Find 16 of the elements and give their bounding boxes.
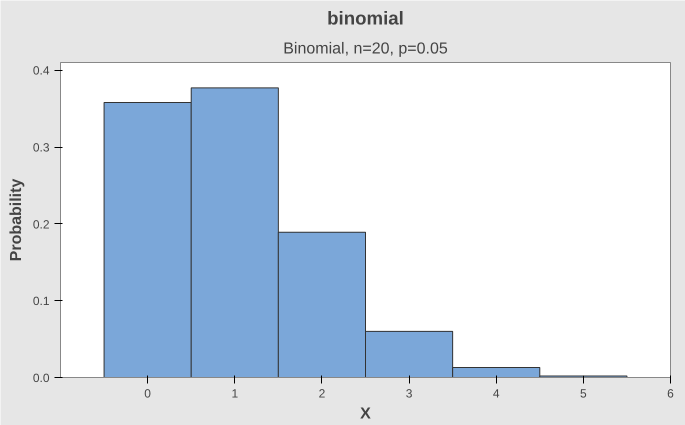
y-tick-label: 0.2 bbox=[32, 217, 50, 232]
y-tick-label: 0.1 bbox=[32, 294, 50, 308]
x-tick-label: 0 bbox=[144, 386, 152, 400]
y-tick-label: 0.3 bbox=[32, 140, 50, 155]
x-axis-title: X bbox=[360, 406, 372, 422]
y-axis-title: Probability bbox=[8, 178, 25, 262]
x-tick-label: 5 bbox=[580, 386, 588, 400]
x-tick-label: 6 bbox=[667, 386, 674, 400]
x-tick-label: 1 bbox=[231, 386, 238, 400]
y-tick-label: 0.0 bbox=[32, 371, 50, 385]
x-tick-label: 2 bbox=[318, 386, 326, 400]
x-tick-label: 3 bbox=[406, 386, 413, 400]
chart-subtitle: Binomial, n=20, p=0.05 bbox=[283, 40, 448, 58]
x-tick-label: 4 bbox=[492, 386, 500, 400]
y-tick-label: 0.4 bbox=[32, 64, 50, 78]
chart-title: binomial bbox=[327, 8, 404, 28]
